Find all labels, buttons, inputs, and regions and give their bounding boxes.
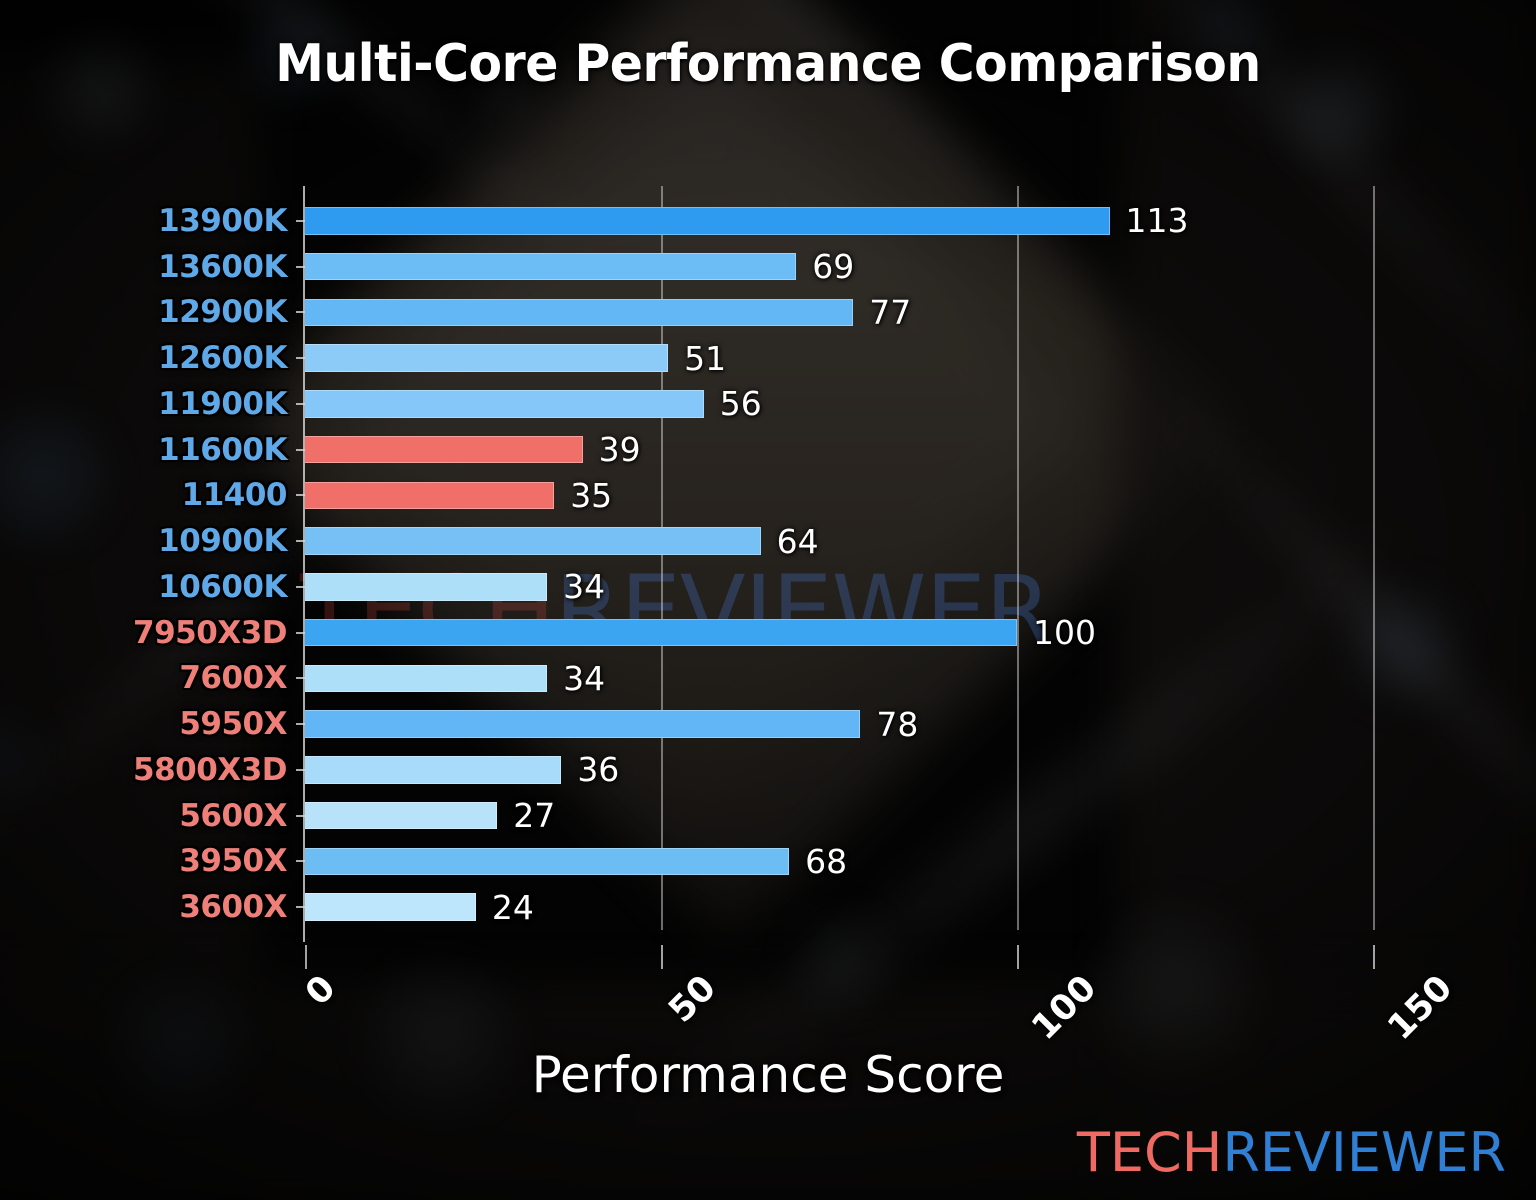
x-axis-tick-100 — [1017, 945, 1019, 969]
value-label-11400: 35 — [570, 475, 613, 515]
bar-13900k — [305, 207, 1110, 235]
x-axis-title: Performance Score — [531, 1046, 1005, 1104]
bar-3950x — [305, 847, 790, 876]
bar-13600k — [305, 252, 797, 281]
bar-row: 10600K 34 — [158, 564, 1385, 610]
category-label-11400: 11400 — [181, 477, 288, 514]
y-axis-tick — [296, 677, 305, 680]
bar-3600x — [305, 893, 476, 921]
watermark-reviewer-text: REVIEWER — [554, 555, 1052, 667]
y-axis-tick — [296, 723, 305, 726]
bar-row: 10900K 64 — [158, 518, 1385, 564]
y-axis-tick — [296, 311, 305, 314]
category-label-3600x: 3600X — [179, 889, 287, 926]
bar-10600k — [305, 573, 548, 601]
gridline-100 — [1017, 186, 1019, 930]
value-label-13600k: 69 — [812, 247, 855, 287]
brand-tech-text: TECH — [1076, 1121, 1223, 1184]
category-label-5800x3d: 5800X3D — [133, 751, 287, 788]
bar-row: 11900K 56 — [158, 381, 1385, 427]
bar-row: 13900K 113 — [158, 198, 1385, 244]
value-label-3600x: 24 — [491, 887, 534, 927]
bar-row: 3950X 68 — [179, 839, 1385, 885]
value-label-12600k: 51 — [684, 338, 727, 378]
bar-row: 11400 35 — [182, 473, 1385, 519]
category-label-7600x: 7600X — [179, 660, 287, 697]
bar-12900k — [305, 298, 854, 327]
category-label-5950x: 5950X — [179, 706, 287, 743]
bar-row: 12900K 77 — [158, 290, 1385, 336]
brand-logo: TECHREVIEWER — [1077, 1121, 1506, 1184]
bar-11400 — [305, 481, 555, 510]
category-label-11600k: 11600K — [158, 431, 287, 468]
y-axis-tick — [296, 814, 305, 817]
gridline-50 — [661, 186, 663, 930]
y-axis-tick — [296, 494, 305, 497]
value-label-7600x: 34 — [563, 658, 606, 698]
bar-11600k — [305, 435, 583, 464]
category-label-10600k: 10600K — [158, 568, 287, 605]
bar-11900k — [305, 390, 704, 418]
value-label-11900k: 56 — [719, 384, 762, 424]
x-axis-tick-50 — [661, 945, 663, 969]
value-label-13900k: 113 — [1125, 201, 1189, 241]
value-label-5600x: 27 — [513, 796, 556, 836]
bar-5950x — [305, 710, 861, 738]
category-label-7950x3d: 7950X3D — [133, 614, 287, 651]
category-label-10900k: 10900K — [158, 523, 287, 560]
y-axis-tick — [296, 631, 305, 634]
category-label-13600k: 13600K — [158, 248, 287, 285]
bar-row: 13600K 69 — [158, 244, 1385, 290]
bar-7600x — [305, 664, 548, 693]
y-axis-tick — [296, 768, 305, 771]
bar-row: 5600X 27 — [179, 793, 1385, 839]
bar-row: 7600X 34 — [179, 656, 1385, 702]
category-label-13900k: 13900K — [158, 202, 287, 239]
value-label-12900k: 77 — [869, 292, 912, 332]
bar-row: 12600K 51 — [158, 335, 1385, 381]
value-label-10600k: 34 — [563, 567, 606, 607]
y-axis-tick — [296, 448, 305, 451]
chart-title: Multi-Core Performance Comparison — [275, 34, 1261, 94]
value-label-5950x: 78 — [876, 704, 919, 744]
bar-row: 11600K 39 — [158, 427, 1385, 473]
category-label-12600k: 12600K — [158, 340, 287, 377]
bar-row: 5950X 78 — [179, 701, 1385, 747]
bar-10900k — [305, 527, 761, 555]
value-label-11600k: 39 — [598, 430, 641, 470]
value-label-7950x3d: 100 — [1033, 613, 1096, 653]
y-axis-tick — [296, 906, 305, 909]
y-axis-tick — [296, 219, 305, 222]
y-axis-tick — [296, 357, 305, 360]
x-axis-tick-150 — [1373, 945, 1375, 969]
value-label-10900k: 64 — [776, 521, 819, 561]
value-label-5800x3d: 36 — [577, 750, 620, 790]
bar-5600x — [305, 801, 498, 830]
bar-row: 5800X3D 36 — [133, 747, 1385, 793]
brand-reviewer-text: REVIEWER — [1222, 1121, 1506, 1184]
bar-12600k — [305, 344, 669, 372]
category-label-12900k: 12900K — [158, 294, 287, 331]
x-axis-tick-0 — [305, 945, 307, 969]
bar-row: 7950X3D 100 — [133, 610, 1385, 656]
gridline-150 — [1373, 186, 1375, 930]
value-label-3950x: 68 — [805, 841, 848, 881]
y-axis-tick — [296, 402, 305, 405]
category-label-5600x: 5600X — [179, 797, 287, 834]
bar-5800x3d — [305, 756, 562, 784]
bar-row: 3600X 24 — [179, 884, 1385, 930]
y-axis-tick — [296, 860, 305, 863]
bar-7950x3d — [305, 618, 1017, 647]
y-axis-tick — [296, 540, 305, 543]
y-axis-spine — [303, 186, 305, 942]
y-axis-tick — [296, 585, 305, 588]
category-label-3950x: 3950X — [179, 843, 287, 880]
y-axis-tick — [296, 265, 305, 268]
plot-area: 13900K 113 13600K 69 12900K 77 12600K 51 11900K 5… — [133, 186, 1385, 930]
category-label-11900k: 11900K — [158, 385, 287, 422]
